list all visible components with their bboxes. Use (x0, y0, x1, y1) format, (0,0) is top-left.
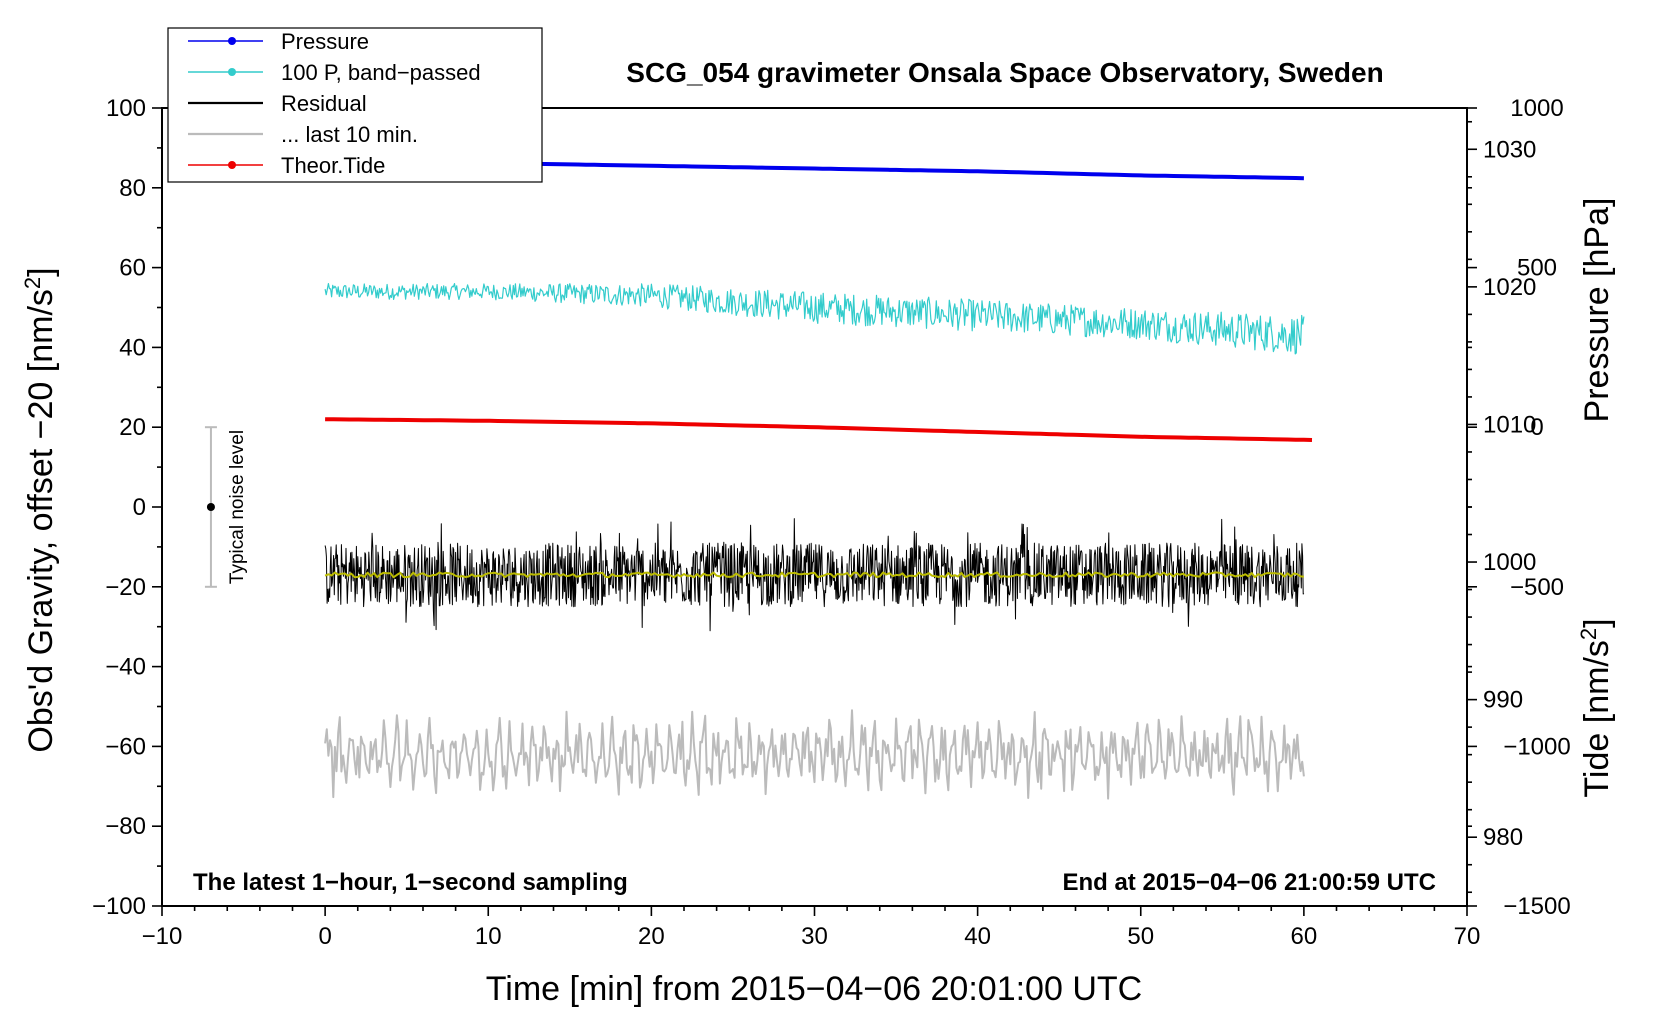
y-tick-label: 80 (119, 175, 146, 202)
tide-tick-label: 500 (1517, 255, 1557, 282)
x-tick-label: 40 (964, 923, 991, 950)
tide-tick-label: 0 (1530, 414, 1543, 441)
pressure-tick-label: 1010 (1483, 411, 1536, 438)
y-axis-left-title-exponent: 2 (20, 277, 45, 289)
series-residual-line (324, 518, 1305, 632)
noise-bar-center (206, 503, 215, 511)
y-tick-label: 20 (119, 414, 146, 441)
y-axis-left-title-main: Obs'd Gravity, offset −20 [nm/s (22, 289, 60, 752)
legend-label: Pressure (281, 29, 369, 54)
pressure-tick-label: 1000 (1483, 549, 1536, 576)
legend-label: ... last 10 min. (281, 122, 418, 147)
series-residual-smoothed-line (324, 571, 1304, 579)
x-tick-label: 60 (1291, 923, 1318, 950)
note-left: The latest 1−hour, 1−second sampling (193, 869, 628, 896)
plot-frame (161, 107, 1468, 907)
legend-marker (228, 68, 236, 76)
y-tick-label: −100 (92, 893, 146, 920)
y-axis-tide-title-end: ] (1578, 618, 1616, 627)
tide-tick-label: 1000 (1510, 95, 1563, 122)
x-tick-label: 50 (1127, 923, 1154, 950)
legend-marker (228, 161, 236, 169)
y-tick-label: −80 (105, 813, 146, 840)
y-tick-label: 0 (133, 494, 146, 521)
x-tick-label: 20 (638, 923, 665, 950)
y-tick-label: 40 (119, 334, 146, 361)
y-axis-pressure-title: Pressure [hPa] (1578, 198, 1616, 423)
y-axis-tide-title-exponent: 2 (1576, 628, 1601, 640)
pressure-tick-label: 1030 (1483, 136, 1536, 163)
legend-label: 100 P, band−passed (281, 60, 481, 85)
series-bandpassed-line (324, 283, 1305, 355)
legend-label: Theor.Tide (281, 153, 385, 178)
x-tick-label: 30 (801, 923, 828, 950)
noise-bar-label: Typical noise level (227, 430, 248, 584)
x-axis-title: Time [min] from 2015−04−06 20:01:00 UTC (486, 970, 1142, 1008)
series-last10min-line (324, 709, 1305, 800)
noise-bar: Typical noise level (204, 426, 248, 588)
legend-box (167, 27, 543, 183)
y-tick-label: 60 (119, 255, 146, 282)
pressure-tick-label: 980 (1483, 824, 1523, 851)
y-tick-label: −40 (105, 654, 146, 681)
tide-tick-label: −1500 (1503, 893, 1570, 920)
y-tick-label: −20 (105, 574, 146, 601)
note-right: End at 2015−04−06 21:00:59 UTC (1062, 869, 1436, 896)
x-tick-label: 0 (318, 923, 331, 950)
chart-title: SCG_054 gravimeter Onsala Space Observat… (626, 57, 1383, 88)
x-tick-label: −10 (142, 923, 183, 950)
x-axis: −10 0 10 20 30 40 50 60 70 (142, 906, 1481, 950)
x-tick-label: 70 (1454, 923, 1481, 950)
y-tick-label: 100 (106, 95, 146, 122)
y-axis-tide-title-main: Tide [nm/s (1578, 640, 1616, 797)
y-axis-left-title-end: ] (22, 267, 60, 276)
y-tick-label: −60 (105, 733, 146, 760)
tide-tick-label: −500 (1510, 574, 1564, 601)
series-tide-line (325, 417, 1313, 442)
x-tick-label: 10 (475, 923, 502, 950)
legend-marker (228, 37, 236, 45)
pressure-tick-label: 1020 (1483, 274, 1536, 301)
legend-label: Residual (281, 91, 367, 116)
y-axis-tide-title: Tide [nm/s2] (1576, 618, 1616, 797)
y-axis-tide: 1000 500 0 −500 −1000 −1500 (1467, 95, 1571, 920)
tide-tick-label: −1000 (1503, 733, 1570, 760)
legend: Pressure 100 P, band−passed Residual ... la… (167, 27, 543, 183)
pressure-tick-label: 990 (1483, 687, 1523, 714)
series-layer (324, 156, 1313, 800)
y-axis-left-title: Obs'd Gravity, offset −20 [nm/s2] (20, 267, 60, 752)
y-axis-left: −100 −80 −60 −40 −20 0 20 40 60 80 100 (92, 95, 162, 920)
y-axis-pressure: 980 990 1000 1010 1020 1030 (1467, 120, 1536, 894)
